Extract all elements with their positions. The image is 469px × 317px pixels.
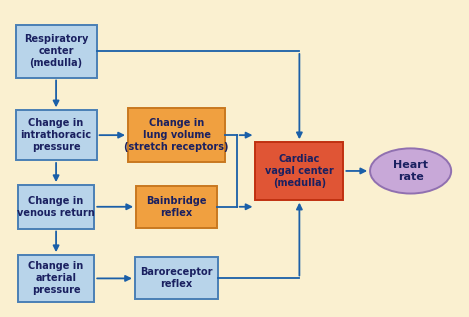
- FancyBboxPatch shape: [18, 185, 94, 229]
- Text: Heart
rate: Heart rate: [393, 160, 428, 182]
- FancyBboxPatch shape: [128, 108, 225, 162]
- Text: Bainbridge
reflex: Bainbridge reflex: [146, 196, 207, 218]
- FancyBboxPatch shape: [15, 25, 97, 78]
- Text: Cardiac
vagal center
(medulla): Cardiac vagal center (medulla): [265, 154, 334, 188]
- FancyBboxPatch shape: [135, 257, 218, 300]
- Text: Baroreceptor
reflex: Baroreceptor reflex: [140, 268, 213, 289]
- FancyBboxPatch shape: [136, 186, 217, 228]
- Text: Change in
arterial
pressure: Change in arterial pressure: [29, 262, 83, 295]
- FancyBboxPatch shape: [18, 255, 94, 302]
- FancyBboxPatch shape: [255, 142, 343, 200]
- FancyBboxPatch shape: [15, 110, 97, 160]
- Text: Change in
venous return: Change in venous return: [17, 196, 95, 218]
- Text: Change in
intrathoracic
pressure: Change in intrathoracic pressure: [21, 118, 91, 152]
- Ellipse shape: [370, 148, 451, 194]
- Text: Respiratory
center
(medulla): Respiratory center (medulla): [24, 34, 88, 68]
- Text: Change in
lung volume
(stretch receptors): Change in lung volume (stretch receptors…: [124, 118, 229, 152]
